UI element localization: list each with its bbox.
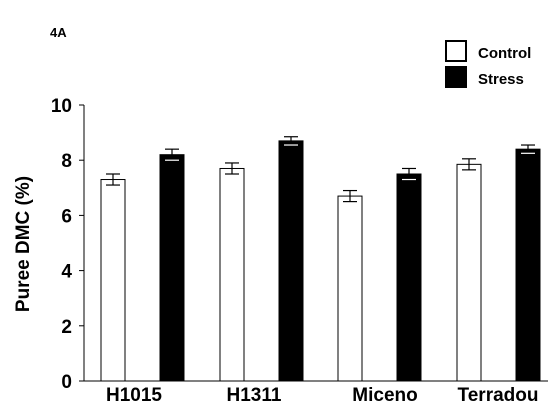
legend-swatch-control <box>445 40 467 62</box>
error-bar <box>402 167 416 181</box>
error-bar <box>284 136 298 146</box>
y-ticks: 0 2 4 6 8 10 <box>51 96 84 393</box>
x-tick-label: H1015 <box>106 385 162 406</box>
y-tick-label: 10 <box>51 96 72 117</box>
error-bar <box>521 144 535 154</box>
x-tick-label: Terradou <box>458 385 539 406</box>
y-tick-label: 8 <box>61 151 72 172</box>
bars <box>100 136 541 382</box>
legend-label-control: Control <box>478 45 531 62</box>
bar-control-terradou <box>456 163 482 382</box>
error-bar <box>106 173 120 186</box>
legend: Control Stress <box>445 40 531 88</box>
bar-control-miceno <box>337 195 363 382</box>
y-tick-label: 2 <box>61 317 72 338</box>
y-tick-label: 4 <box>61 262 72 283</box>
error-bar <box>225 162 239 175</box>
bar-stress-miceno <box>396 173 422 382</box>
x-tick-label: Miceno <box>352 385 417 406</box>
y-tick-label: 6 <box>61 206 72 227</box>
legend-swatch-stress <box>445 66 467 88</box>
legend-label-stress: Stress <box>478 71 524 88</box>
bar-control-h1311 <box>219 167 245 382</box>
error-bar <box>343 189 357 203</box>
bar-stress-h1311 <box>278 140 304 382</box>
panel-label: 4A <box>50 25 67 40</box>
bar-control-h1015 <box>100 179 126 382</box>
y-tick-label: 0 <box>61 372 72 393</box>
x-ticks: H1015 H1311 Miceno Terradou <box>106 385 538 406</box>
error-bar <box>165 148 179 161</box>
x-tick-label: H1311 <box>227 385 282 406</box>
bar-stress-h1015 <box>159 154 185 382</box>
error-bar <box>462 158 476 171</box>
y-axis-label: Puree DMC (%) <box>13 176 34 312</box>
bar-stress-terradou <box>515 148 541 382</box>
